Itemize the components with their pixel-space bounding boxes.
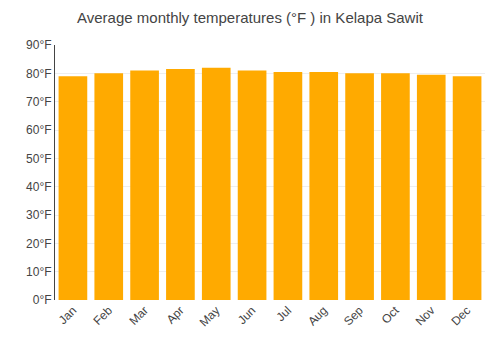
svg-text:Sep: Sep [341,303,366,328]
svg-text:Apr: Apr [164,303,187,326]
svg-text:20°F: 20°F [26,237,51,251]
svg-text:Jan: Jan [56,303,80,327]
svg-text:Jun: Jun [235,303,259,327]
svg-text:80°F: 80°F [26,67,51,81]
svg-text:Oct: Oct [379,303,403,327]
svg-text:Feb: Feb [91,303,116,328]
svg-text:60°F: 60°F [26,123,51,137]
svg-text:Nov: Nov [413,303,438,328]
svg-text:Average monthly temperatures (: Average monthly temperatures (°F ) in Ke… [77,9,424,26]
svg-text:30°F: 30°F [26,208,51,222]
svg-text:10°F: 10°F [26,265,51,279]
svg-text:0°F: 0°F [33,293,52,307]
svg-text:May: May [197,303,223,329]
svg-text:40°F: 40°F [26,180,51,194]
svg-text:70°F: 70°F [26,95,51,109]
svg-text:Jul: Jul [274,303,295,324]
svg-text:Dec: Dec [448,303,473,328]
svg-text:Aug: Aug [305,303,330,328]
svg-text:Mar: Mar [126,303,151,328]
svg-text:90°F: 90°F [26,38,51,52]
svg-text:50°F: 50°F [26,152,51,166]
